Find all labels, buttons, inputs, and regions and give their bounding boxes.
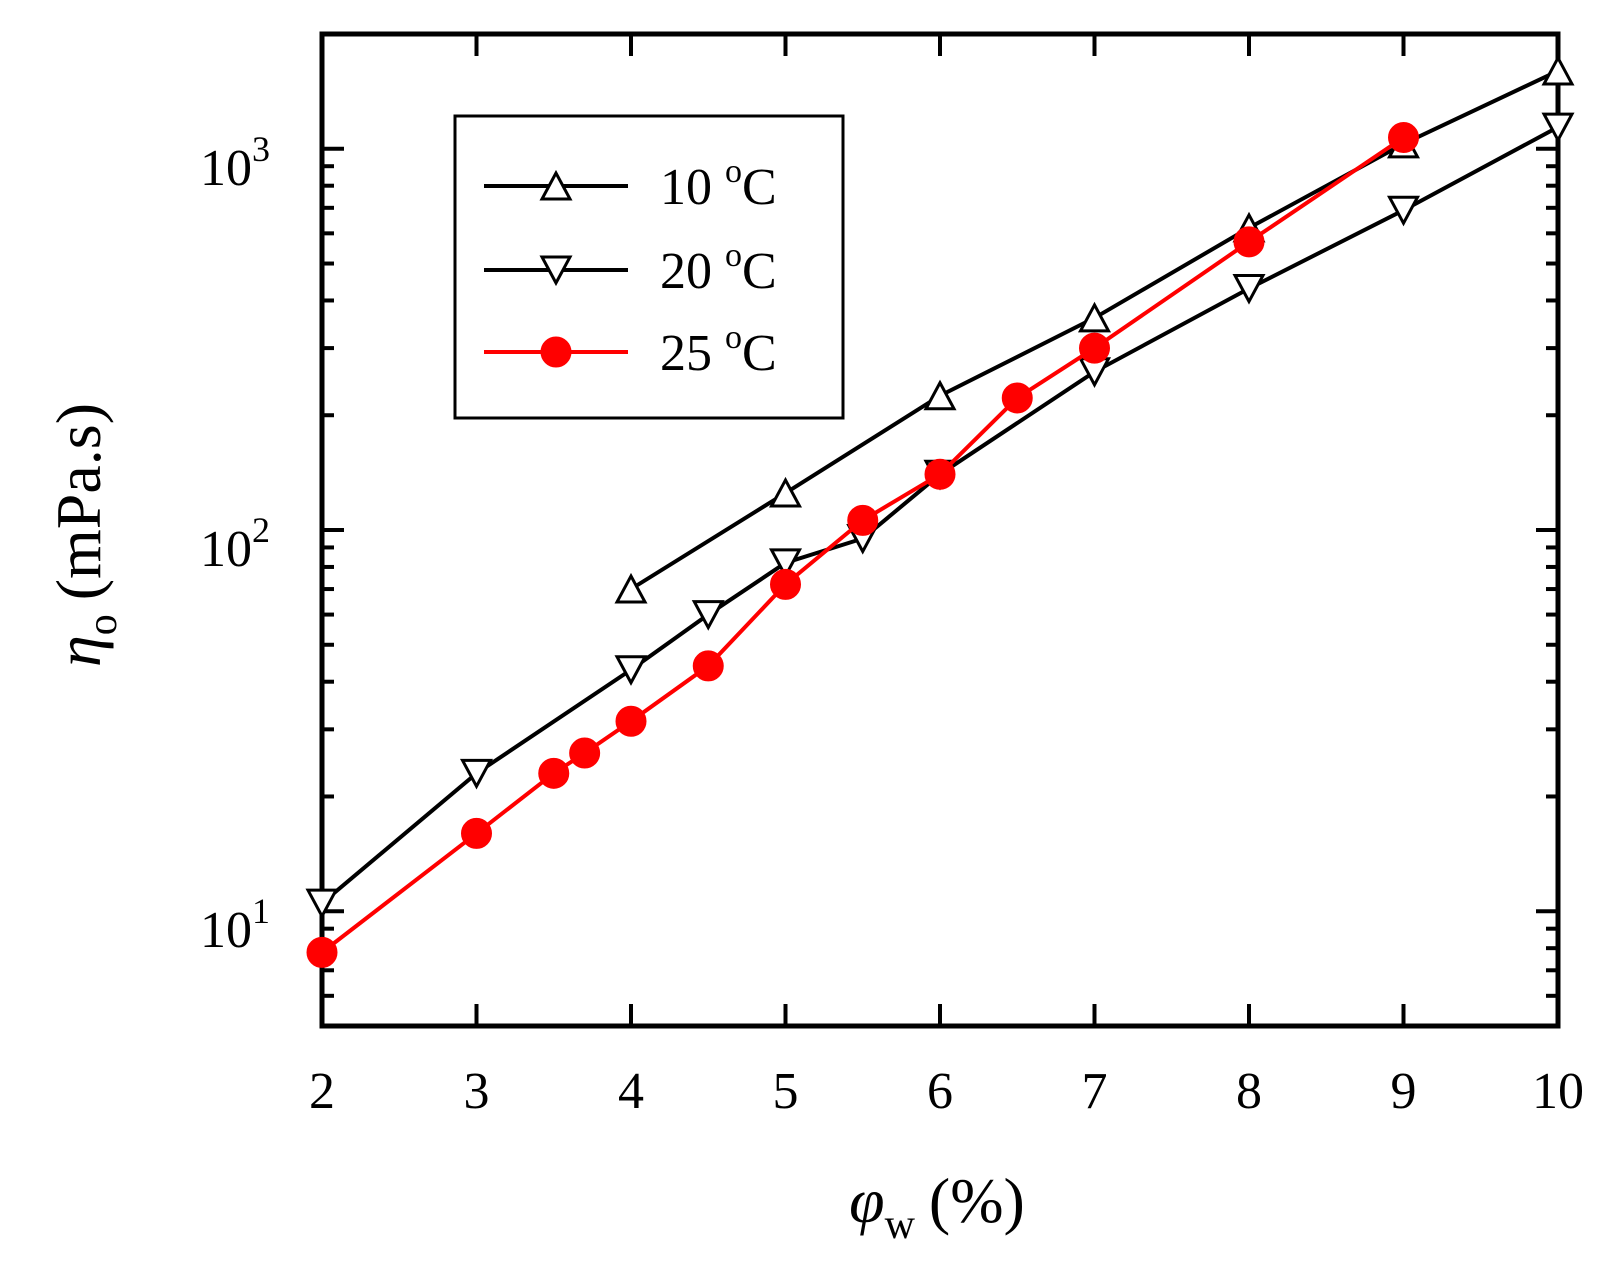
legend-degree: o <box>725 153 742 190</box>
marker-triangle-down <box>1232 273 1266 305</box>
marker-triangle-down <box>459 758 494 790</box>
marker-circle <box>1388 122 1419 154</box>
y-tick-base: 10 <box>200 140 252 197</box>
marker-circle <box>540 336 572 368</box>
legend-label: 10 oC <box>660 153 777 216</box>
series-3 <box>306 122 1419 968</box>
legend-number: 10 <box>660 159 725 216</box>
marker-triangle-up <box>1541 54 1575 86</box>
legend-item: 10 oC <box>484 153 777 216</box>
x-tick-label: 5 <box>773 1063 799 1120</box>
y-tick-base: 10 <box>200 902 252 959</box>
marker-circle <box>770 568 801 600</box>
marker-triangle-up <box>539 169 573 201</box>
legend-number: 20 <box>660 243 725 300</box>
marker-triangle-up <box>923 379 957 411</box>
y-tick-label: 103 <box>200 129 270 197</box>
legend-label: 25 oC <box>660 319 777 382</box>
y-axis-subscript: o <box>80 614 126 635</box>
y-axis-label: ηo (mPa.s) <box>43 403 126 667</box>
y-tick-base: 10 <box>200 521 252 578</box>
legend-unit: C <box>742 325 777 382</box>
x-tick-label: 3 <box>464 1063 490 1120</box>
x-tick-label: 9 <box>1391 1063 1417 1120</box>
legend-item: 25 oC <box>484 319 777 382</box>
x-tick-label: 8 <box>1236 1063 1262 1120</box>
marker-triangle-down <box>691 600 725 631</box>
y-tick-exponent: 2 <box>252 510 270 550</box>
marker-circle <box>847 504 879 536</box>
x-tick-label: 6 <box>927 1063 953 1120</box>
marker-circle <box>569 737 601 769</box>
marker-triangle-down <box>305 888 339 920</box>
legend-unit: C <box>742 243 777 300</box>
marker-triangle-down <box>1541 112 1575 144</box>
x-tick-label: 2 <box>309 1063 335 1120</box>
y-tick-exponent: 1 <box>252 891 270 931</box>
x-axis-label: φw (%) <box>849 1165 1025 1248</box>
legend-unit: C <box>742 159 777 216</box>
marker-circle <box>1079 332 1110 364</box>
marker-triangle-down <box>539 255 573 287</box>
y-axis-unit: (mPa.s) <box>43 403 114 600</box>
marker-triangle-up <box>1077 301 1112 333</box>
y-tick-exponent: 3 <box>252 129 270 169</box>
legend-degree: o <box>725 237 742 274</box>
legend-label: 20 oC <box>660 237 777 300</box>
legend-degree: o <box>725 319 742 356</box>
marker-circle <box>615 705 647 737</box>
x-tick-label: 4 <box>618 1063 644 1120</box>
legend-number: 25 <box>660 325 725 382</box>
marker-triangle-down <box>768 548 803 580</box>
y-tick-label: 102 <box>200 510 270 578</box>
marker-circle <box>692 650 724 682</box>
marker-triangle-down <box>614 655 648 686</box>
series-layer <box>305 54 1575 968</box>
legend-item: 20 oC <box>484 237 777 300</box>
x-axis-unit: (%) <box>929 1165 1025 1236</box>
marker-circle <box>306 936 338 968</box>
marker-circle <box>1233 226 1265 258</box>
x-tick-labels: 2 3 4 5 6 7 8 9 10 <box>309 1063 1584 1120</box>
legend-box <box>453 114 845 420</box>
marker-triangle-up <box>768 476 803 508</box>
marker-triangle-up <box>614 572 648 604</box>
marker-circle <box>924 458 956 490</box>
marker-circle <box>1001 382 1033 414</box>
x-tick-label: 7 <box>1082 1063 1108 1120</box>
y-axis-symbol: η <box>43 635 114 667</box>
x-axis-symbol: φ <box>849 1165 884 1236</box>
marker-triangle-down <box>1386 195 1421 227</box>
marker-circle <box>538 757 570 789</box>
x-axis-subscript: w <box>885 1202 916 1248</box>
y-tick-label: 101 <box>200 891 270 959</box>
x-tick-label: 10 <box>1532 1063 1584 1120</box>
marker-circle <box>461 817 492 849</box>
axis-ticks <box>320 32 1560 1028</box>
